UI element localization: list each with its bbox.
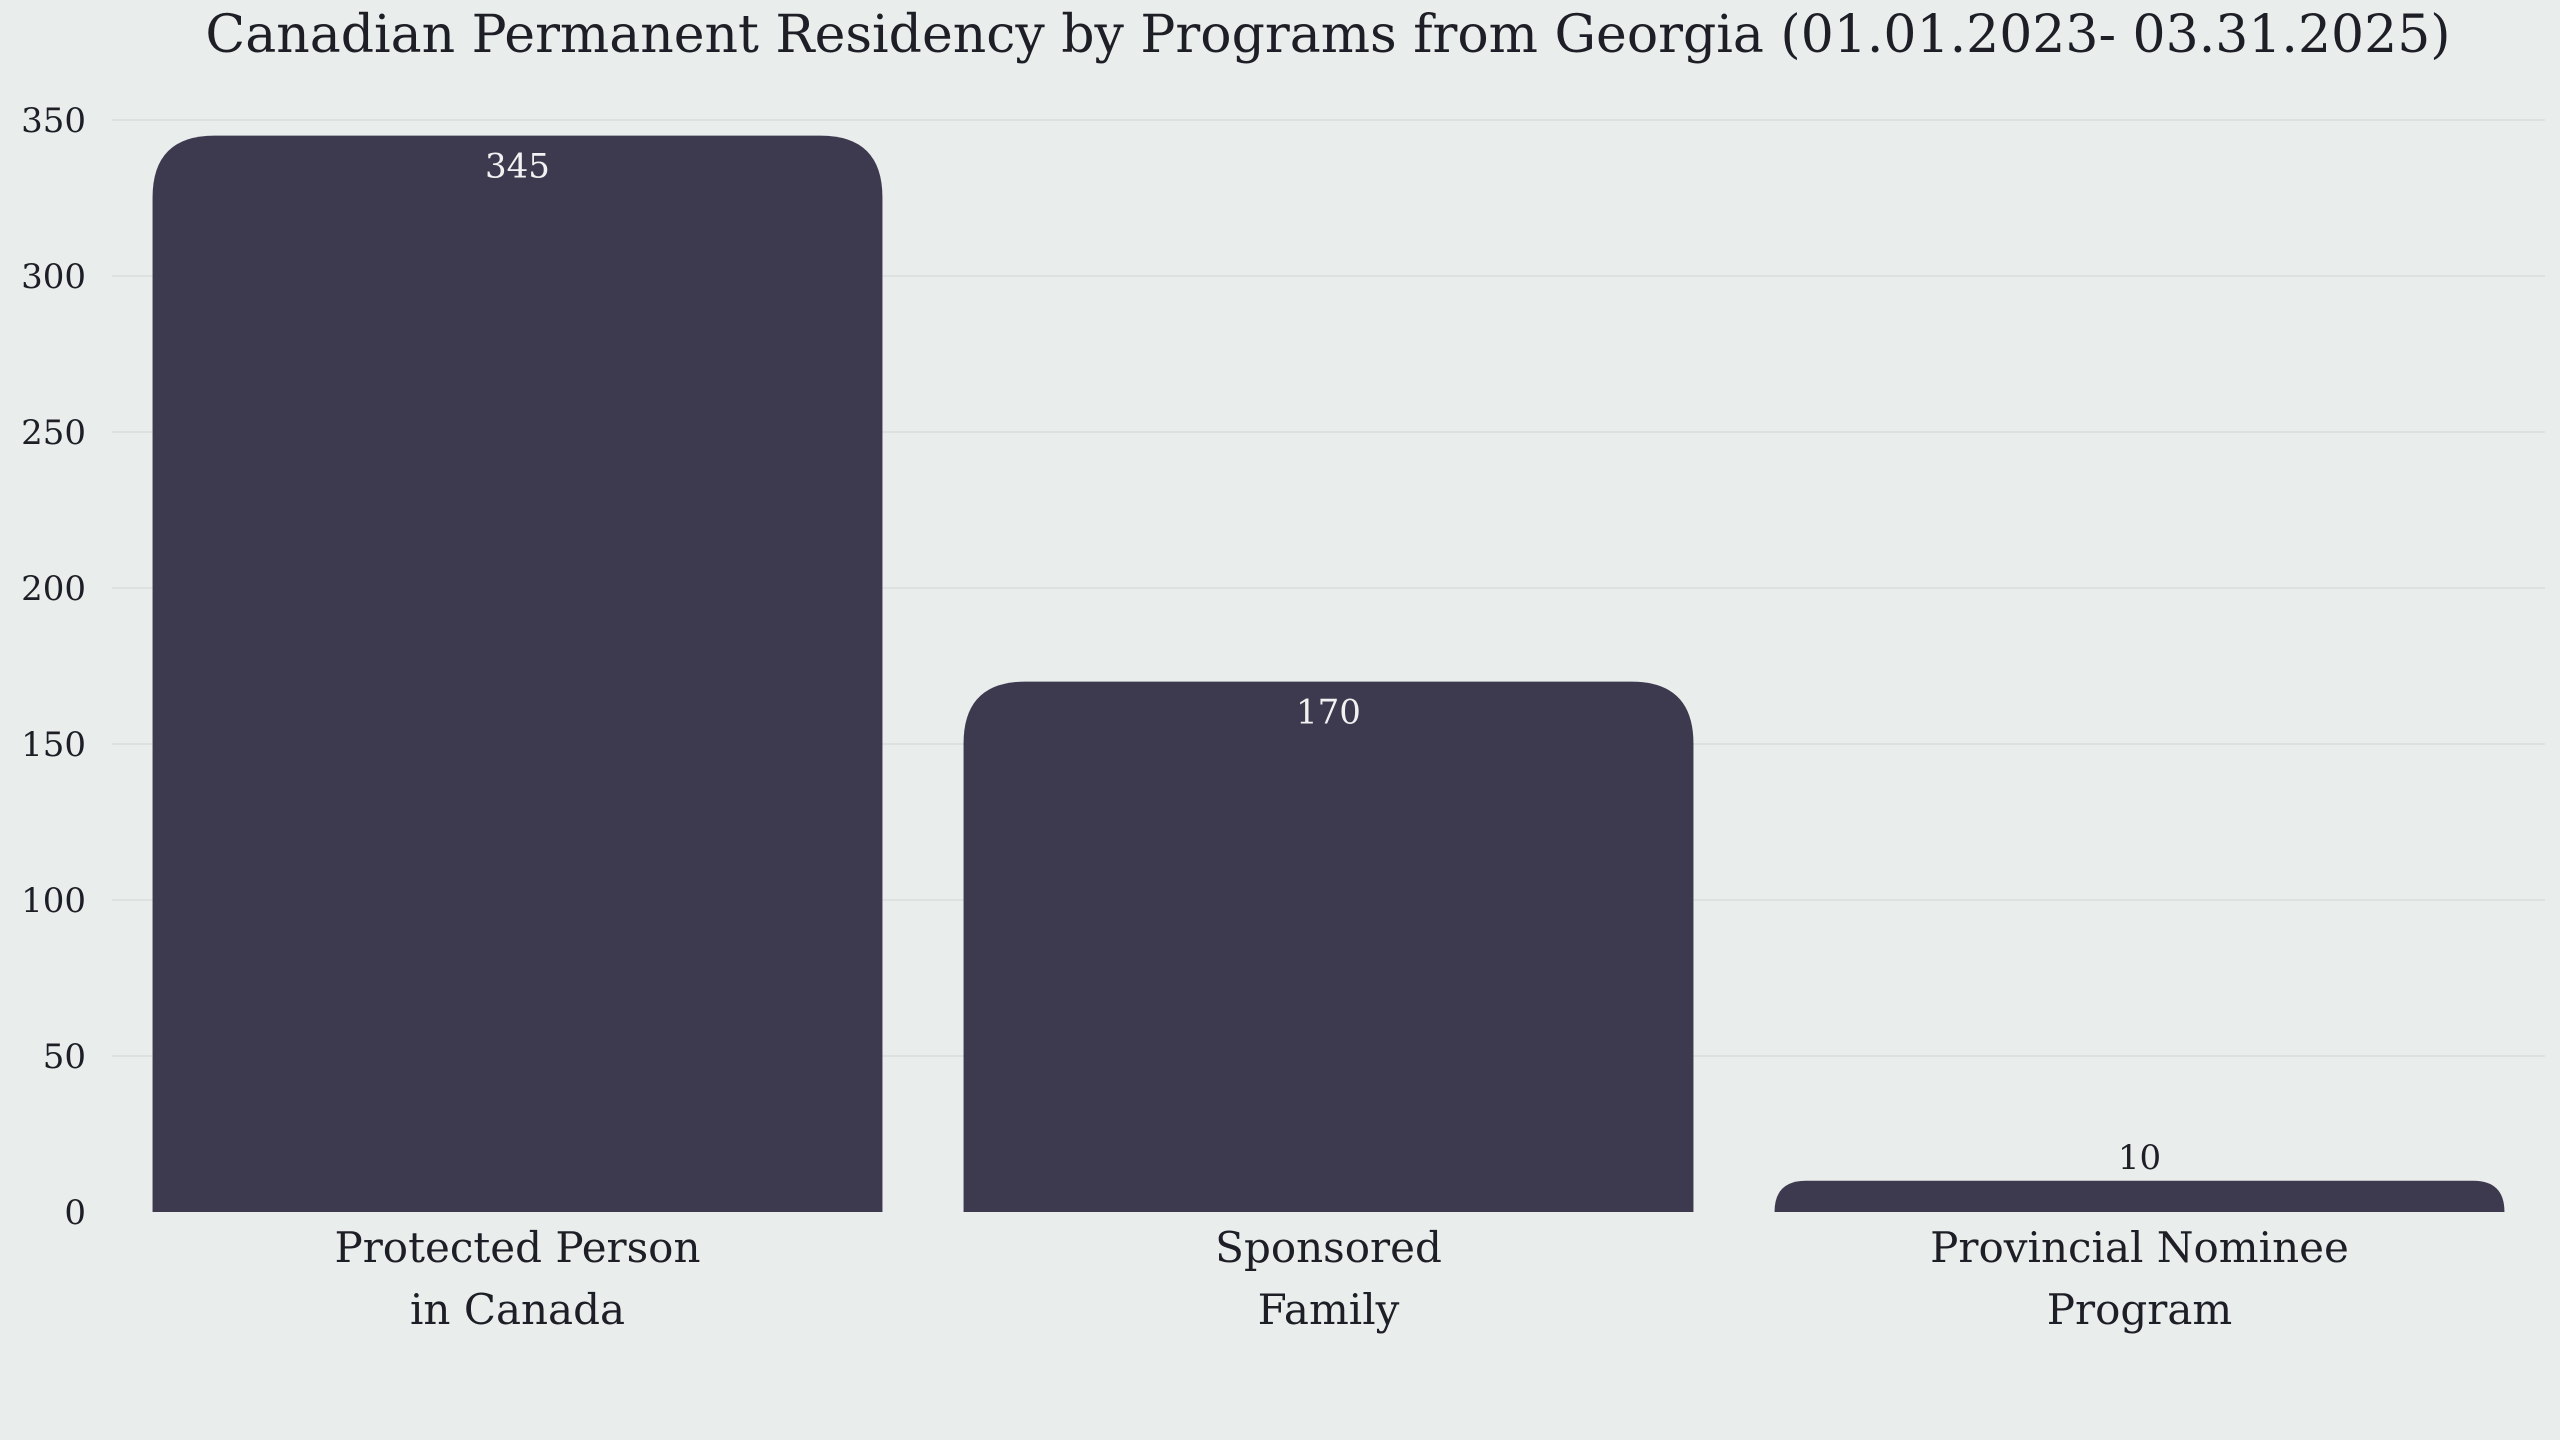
y-tick-label: 300	[21, 257, 86, 297]
bar	[1774, 1180, 2505, 1212]
x-category-label: Program	[2047, 1285, 2232, 1334]
bars: 345 170 10	[152, 135, 2505, 1213]
y-tick-label: 50	[43, 1037, 86, 1077]
y-tick-label: 250	[21, 413, 86, 453]
y-tick-label: 150	[21, 725, 86, 765]
y-axis: 0 50 100 150 200 250 300 350	[21, 101, 86, 1233]
y-tick-label: 100	[21, 881, 86, 921]
x-category-label: Provincial Nominee	[1930, 1223, 2349, 1272]
x-category-label: Sponsored	[1215, 1223, 1442, 1272]
x-category-label: Family	[1258, 1285, 1400, 1334]
y-tick-label: 200	[21, 569, 86, 609]
bar-value-label: 345	[485, 147, 550, 187]
x-axis: Protected Person in Canada Sponsored Family…	[334, 1223, 2348, 1334]
chart-title: Canadian Permanent Residency by Programs…	[205, 5, 2450, 65]
x-category-label: in Canada	[410, 1285, 625, 1334]
bar-value-label: 170	[1296, 693, 1361, 733]
y-tick-label: 0	[64, 1193, 86, 1233]
y-tick-label: 350	[21, 101, 86, 141]
bar	[152, 135, 883, 1213]
bar-value-label: 10	[2118, 1138, 2161, 1178]
bar	[963, 681, 1694, 1212]
x-category-label: Protected Person	[334, 1223, 700, 1272]
